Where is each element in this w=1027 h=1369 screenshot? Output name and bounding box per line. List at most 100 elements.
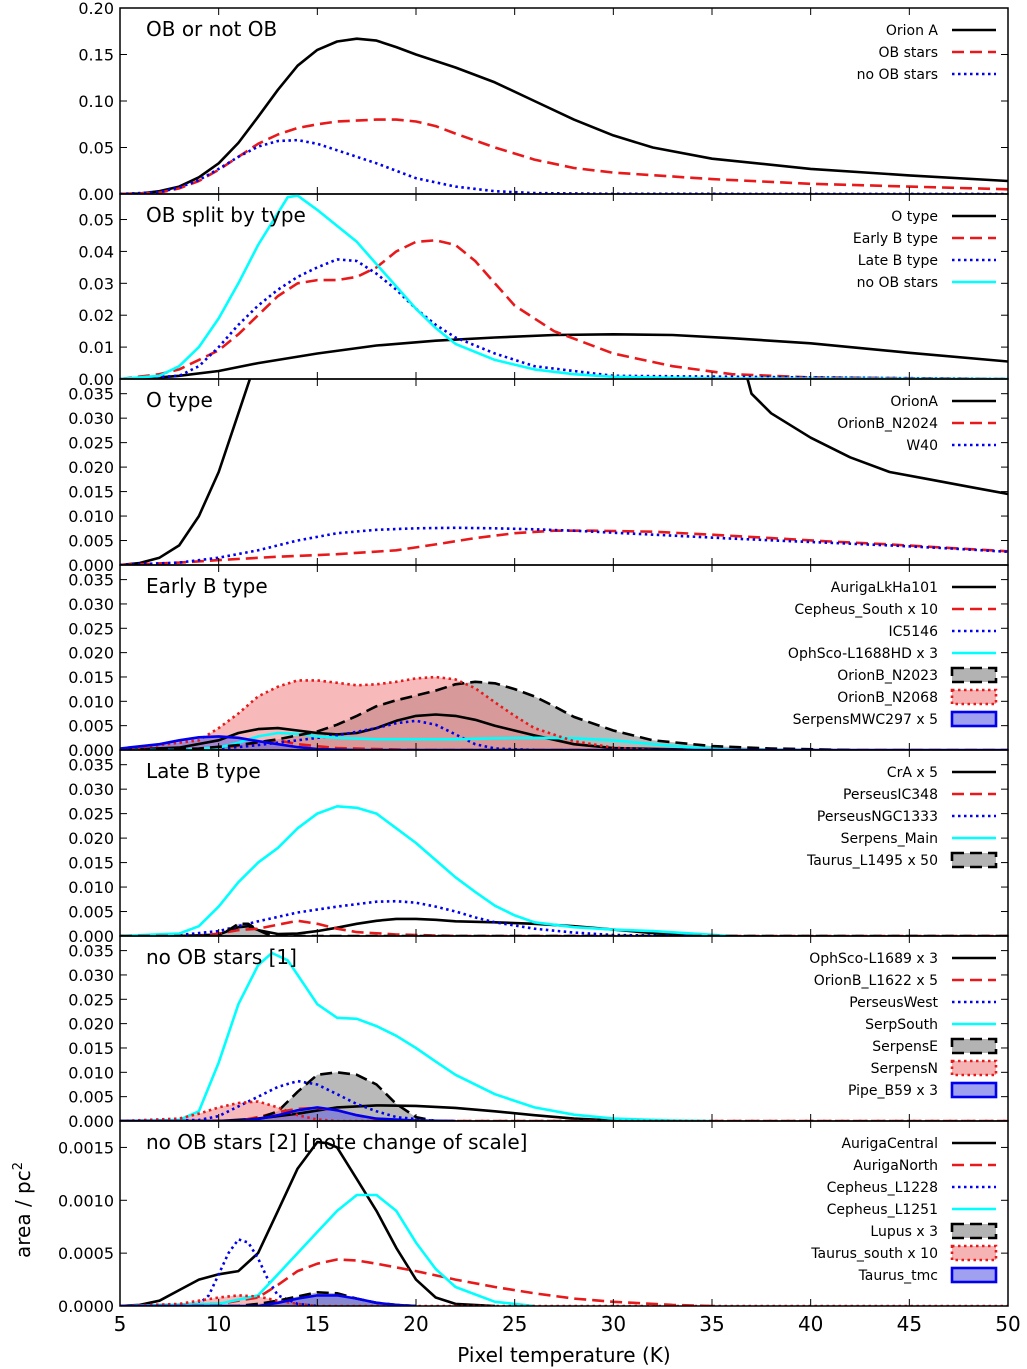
legend-swatch — [950, 1037, 998, 1055]
series-line-lupus-x-3 — [120, 1291, 417, 1306]
legend-label: Late B type — [858, 253, 938, 269]
y-tick-label: 0.05 — [78, 139, 114, 158]
legend-label: Cepheus_L1251 — [827, 1202, 938, 1218]
legend-label: OrionB_N2023 — [837, 668, 938, 684]
y-tick-label: 0.025 — [68, 990, 114, 1009]
series-fill-serpensn — [120, 1101, 1008, 1121]
legend-label: SerpensN — [871, 1061, 938, 1077]
legend-label: OrionB_N2024 — [837, 416, 938, 432]
y-tick-label: 0.000 — [68, 741, 114, 760]
series-fill-taurus-tmc — [120, 1295, 416, 1306]
y-tick-label: 0.02 — [78, 306, 114, 325]
y-tick-label: 0.030 — [68, 595, 114, 614]
legend-swatch — [950, 688, 998, 706]
panel-title: OB or not OB — [146, 17, 277, 41]
legend: AurigaLkHa101 Cepheus_South x 10 IC5146 Oph… — [788, 580, 998, 728]
series-line-pipe-b59-x-3 — [120, 1106, 456, 1121]
series-line-cepheus-l1251 — [120, 1193, 535, 1306]
y-tick-label: 0.020 — [68, 829, 114, 848]
legend-swatch — [950, 1222, 998, 1240]
legend-label: OrionA — [890, 394, 938, 410]
y-tick-label: 0.020 — [68, 458, 114, 477]
legend-label: Cepheus_South x 10 — [794, 602, 938, 618]
y-tick-label: 0.030 — [68, 966, 114, 985]
legend-label: no OB stars — [857, 67, 938, 83]
panel-title: Early B type — [146, 574, 268, 598]
legend-swatch — [950, 1059, 998, 1077]
panel-6: 0.000 0.005 0.010 0.015 0.020 0.025 0.030 0.035… — [68, 935, 1009, 1131]
y-tick-label: 0.15 — [78, 46, 114, 65]
y-tick-label: 0.005 — [68, 1088, 114, 1107]
legend-label: IC5146 — [888, 624, 938, 640]
legend-label: AurigaNorth — [853, 1158, 938, 1174]
series-fill-serpense — [120, 1072, 436, 1121]
y-tick-label: 0.0000 — [58, 1297, 114, 1316]
legend-label: OrionB_L1622 x 5 — [814, 973, 938, 989]
series-line-taurus-l1495-x-50 — [120, 922, 1008, 936]
x-tick-label: 10 — [206, 1312, 231, 1336]
y-tick-label: 0.015 — [68, 668, 114, 687]
series-line-taurus-tmc — [120, 1294, 417, 1306]
series-line-o-type — [120, 333, 1008, 379]
plot-area — [120, 37, 1008, 194]
y-tick-label: 0.015 — [68, 483, 114, 502]
series-line-aurigalkha101 — [120, 713, 713, 750]
y-tick-label: 0.10 — [78, 92, 114, 111]
legend-label: Taurus_south x 10 — [810, 1246, 938, 1262]
legend-label: Pipe_B59 x 3 — [848, 1083, 938, 1099]
y-tick-label: 0.04 — [78, 242, 114, 261]
y-tick-label: 0.035 — [68, 942, 114, 961]
series-line-ob-stars — [120, 118, 1008, 194]
panel-7: 0.0000 0.0005 0.0010 0.0015 no OB stars [2] … — [58, 1120, 1009, 1316]
y-tick-label: 0.005 — [68, 717, 114, 736]
y-tick-label: 0.0005 — [58, 1244, 114, 1263]
y-tick-label: 0.025 — [68, 619, 114, 638]
legend-label: Orion A — [886, 23, 939, 39]
series-line-auriganorth — [120, 1258, 713, 1306]
series-line-perseusngc1333 — [120, 899, 693, 936]
plot-area — [120, 951, 1008, 1121]
y-tick-label: 0.020 — [68, 644, 114, 663]
y-tick-label: 0.020 — [68, 1015, 114, 1034]
series-line-aurigacentral — [120, 1140, 495, 1306]
series-line-orion-a — [120, 37, 1008, 194]
x-tick-label: 30 — [601, 1312, 626, 1336]
series-line-no-ob-stars — [120, 194, 1008, 379]
y-tick-label: 0.000 — [68, 927, 114, 946]
panel-title: no OB stars [2] [note change of scale] — [146, 1130, 527, 1154]
series-line-serpensn — [120, 1100, 1008, 1121]
legend-label: SerpensE — [872, 1039, 938, 1055]
legend-label: PerseusWest — [849, 995, 938, 1011]
y-tick-label: 0.035 — [68, 571, 114, 590]
legend-swatch — [950, 1266, 998, 1284]
y-tick-label: 0.0015 — [58, 1138, 114, 1157]
legend: O type Early B type Late B type no OB stars — [853, 209, 996, 291]
legend-label: OphSco-L1689 x 3 — [809, 951, 938, 967]
series-line-w40 — [120, 526, 1008, 565]
y-tick-label: 0.030 — [68, 409, 114, 428]
x-tick-label: 45 — [897, 1312, 922, 1336]
plot-area — [120, 805, 1008, 936]
legend: Orion A OB stars no OB stars — [857, 23, 996, 83]
y-tick-label: 0.035 — [68, 385, 114, 404]
panel-title: no OB stars [1] — [146, 945, 297, 969]
x-axis-label: Pixel temperature (K) — [457, 1343, 670, 1367]
y-tick-label: 0.005 — [68, 532, 114, 551]
legend-label: PerseusIC348 — [843, 787, 938, 803]
series-line-orionb-n2024 — [120, 529, 1008, 565]
panel-title: OB split by type — [146, 203, 306, 227]
y-tick-label: 0.00 — [78, 370, 114, 389]
plot-area — [120, 1140, 1008, 1306]
legend-label: AurigaLkHa101 — [831, 580, 938, 596]
panel-4: 0.000 0.005 0.010 0.015 0.020 0.025 0.030 0.035… — [68, 564, 1009, 760]
series-line-serpensmwc297-x-5 — [120, 735, 1008, 750]
panel-title: Late B type — [146, 759, 261, 783]
y-tick-label: 0.01 — [78, 338, 114, 357]
legend: OphSco-L1689 x 3 OrionB_L1622 x 5 PerseusW… — [809, 951, 998, 1099]
legend-label: Early B type — [853, 231, 938, 247]
legend-label: no OB stars — [857, 275, 938, 291]
series-line-cepheus-l1228 — [120, 1238, 318, 1306]
panel-title: O type — [146, 388, 213, 412]
y-tick-label: 0.010 — [68, 507, 114, 526]
